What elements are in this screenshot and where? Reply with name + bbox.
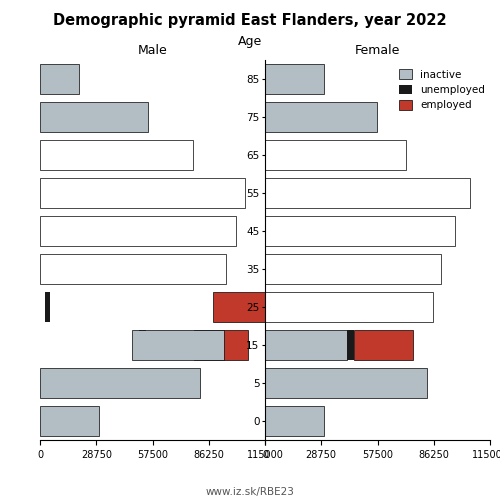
Bar [265, 64, 324, 94]
Bar [265, 292, 434, 322]
Bar [265, 140, 406, 170]
Bar [40, 216, 235, 246]
Bar [265, 406, 324, 436]
Bar [265, 216, 455, 246]
Bar [40, 102, 148, 132]
Text: www.iz.sk/RBE23: www.iz.sk/RBE23 [206, 487, 294, 497]
Title: Male: Male [138, 44, 168, 58]
Bar [213, 292, 382, 322]
Bar [40, 368, 200, 398]
Bar [265, 254, 441, 284]
Bar [347, 330, 354, 360]
Bar [45, 292, 50, 322]
Bar [40, 254, 226, 284]
Bar [265, 368, 428, 398]
Text: Demographic pyramid East Flanders, year 2022: Demographic pyramid East Flanders, year … [53, 12, 447, 28]
Bar [132, 330, 224, 360]
Bar [194, 330, 248, 360]
Text: Age: Age [238, 34, 262, 48]
Bar [265, 330, 347, 360]
Bar [40, 406, 98, 436]
Bar [40, 64, 79, 94]
Bar [139, 330, 145, 360]
Legend: inactive, unemployed, employed: inactive, unemployed, employed [395, 65, 490, 114]
Bar [265, 178, 470, 208]
Bar [40, 178, 246, 208]
Bar [354, 330, 412, 360]
Bar [265, 102, 376, 132]
Title: Female: Female [355, 44, 400, 58]
Bar [40, 140, 192, 170]
